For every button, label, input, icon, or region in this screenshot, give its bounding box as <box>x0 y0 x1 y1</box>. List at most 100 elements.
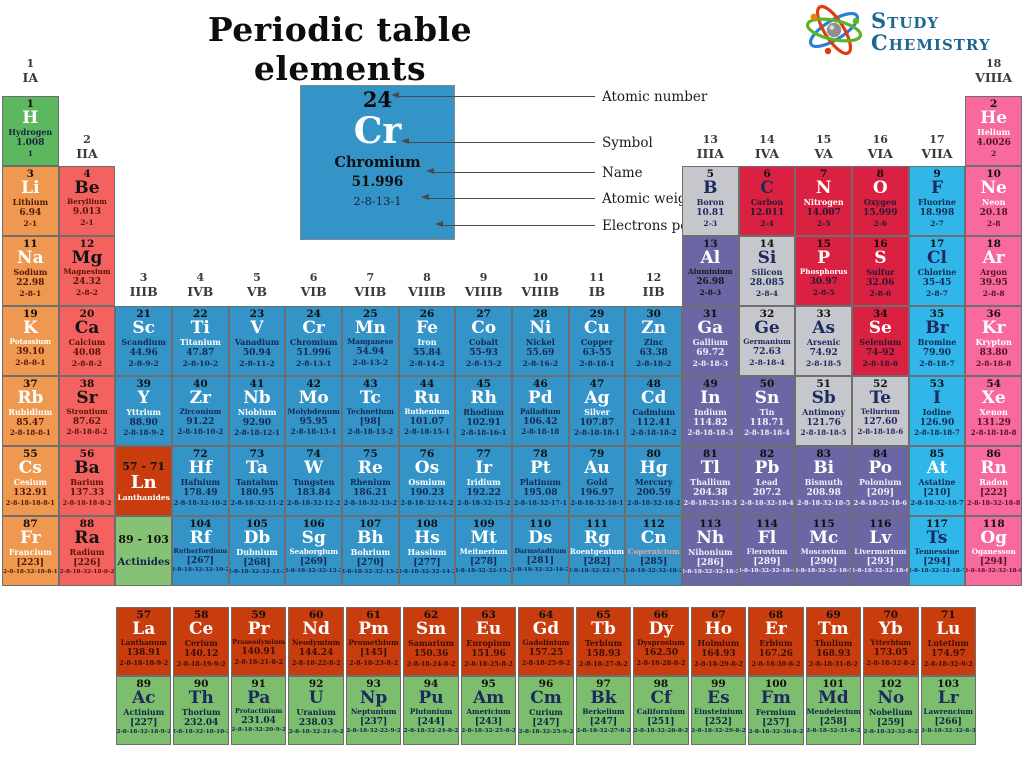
element-cell-pm: 61 Pm Promethium [145] 2-8-18-23-8-2 <box>345 607 402 676</box>
element-name: Berkelium <box>582 706 625 716</box>
element-symbol: Ts <box>926 528 948 549</box>
element-name: Copper <box>580 336 614 347</box>
atomic-number: 15 <box>816 238 831 250</box>
atomic-weight: 88.90 <box>129 417 158 428</box>
atomic-weight: 15.999 <box>863 207 898 218</box>
atomic-number: 87 <box>23 518 38 530</box>
atomic-weight: 40.08 <box>72 347 102 358</box>
element-cell-ar: 18 Ar Argon 39.95 2-8-8 <box>965 236 1022 306</box>
electron-shells: 2-8-18-10-2 <box>177 426 224 436</box>
electron-shells: 2-8-18-32-21-9-2 <box>288 728 344 735</box>
element-cell-ac: 89 Ac Actinium [227] 2-8-18-32-18-9-2 <box>116 676 172 745</box>
electron-shells: 2-8-18-32-18-10-2 <box>173 728 229 735</box>
electron-shells: 2-8-18-7 <box>919 358 955 368</box>
atomic-number: 69 <box>826 609 841 621</box>
atomic-weight: 20.18 <box>979 207 1008 218</box>
atomic-number: 9 <box>933 168 941 180</box>
element-symbol: Ac <box>131 688 156 709</box>
element-symbol: Cr <box>302 318 325 339</box>
electron-shells: 2-8-18-4 <box>749 357 785 367</box>
element-symbol: Cn <box>640 528 667 549</box>
atomic-weight: [285] <box>640 556 668 567</box>
element-symbol: In <box>700 388 721 409</box>
group-roman-numeral: VIIIB <box>464 283 503 299</box>
electron-shells: 2-8-18-18-6 <box>857 426 904 436</box>
electron-shells: 2-3 <box>703 218 718 228</box>
electron-shells: 2-8-18-32-32-18-4 <box>738 567 796 574</box>
atomic-number: 107 <box>359 518 382 530</box>
element-symbol: N <box>815 178 832 199</box>
element-name: Europium <box>466 637 511 648</box>
atomic-weight: 208.98 <box>806 487 841 498</box>
electron-shells: 2-8-18-32-27-8-2 <box>576 727 631 734</box>
element-name: Terbium <box>584 637 623 648</box>
atomic-number: 25 <box>363 308 378 320</box>
atomic-number: 50 <box>759 378 775 390</box>
element-name: Roentgenium <box>569 546 625 556</box>
electron-shells: 2-8-18-32-25-8-2 <box>461 727 516 734</box>
atomic-number: 58 <box>193 609 209 621</box>
electron-shells: 2-8-18-32-15-2 <box>457 498 511 507</box>
electron-shells: 2-8-18-23-8-2 <box>349 658 399 667</box>
atomic-weight: 195.08 <box>523 487 558 498</box>
element-symbol: Ti <box>190 318 210 339</box>
element-name: Phosphorus <box>799 266 848 276</box>
element-cell-cs: 55 Cs Cesium 132.91 2-8-18-18-8-1 <box>2 446 59 516</box>
element-cell-fl: 114 Fl Flerovium [289] 2-8-18-32-32-18-4 <box>738 516 796 586</box>
element-cell-pt: 78 Pt Platinum 195.08 2-8-18-32-17-1 <box>512 446 569 516</box>
atomic-weight: 132.91 <box>13 487 48 498</box>
atomic-weight: 186.21 <box>353 487 388 498</box>
atomic-number: 17 <box>929 238 945 250</box>
element-cell-ga: 31 Ga Gallium 69.72 2-8-18-3 <box>682 306 739 376</box>
element-name: Bromine <box>917 336 957 347</box>
electron-shells: 2-8-18-21-8-2 <box>234 657 284 666</box>
atomic-number: 73 <box>249 448 265 460</box>
element-name: Indium <box>694 406 727 417</box>
element-symbol: Cu <box>584 318 610 339</box>
atomic-weight: 158.93 <box>586 648 621 659</box>
element-symbol: Ir <box>475 458 493 479</box>
atomic-number: 54 <box>986 378 1001 390</box>
atomic-number: 33 <box>816 308 831 320</box>
element-symbol: Kr <box>981 318 1006 339</box>
atomic-weight: 47.87 <box>186 347 215 358</box>
atomic-weight: 32.06 <box>866 277 895 288</box>
atomic-number: 115 <box>812 518 835 530</box>
actinide-range: 89 - 103 <box>118 532 169 546</box>
element-name: Tin <box>759 406 775 417</box>
element-symbol: Cf <box>650 688 672 709</box>
atomic-weight: 69.72 <box>696 347 725 358</box>
element-symbol: Ca <box>74 318 100 339</box>
electron-shells: 2-8-18-18-9-2 <box>119 658 169 667</box>
element-name: Neptunium <box>350 706 397 716</box>
atomic-number: 101 <box>822 678 845 690</box>
atomic-weight: 121.76 <box>806 417 841 428</box>
legend-arrow-shells <box>435 221 595 228</box>
electron-shells: 2-8-18-16-1 <box>460 427 507 437</box>
atomic-weight: [259] <box>877 717 905 728</box>
atomic-weight: [277] <box>413 557 441 568</box>
element-symbol: B <box>703 178 718 199</box>
atomic-weight: 231.04 <box>241 715 276 726</box>
atomic-number: 49 <box>703 378 718 390</box>
element-symbol: K <box>22 318 38 339</box>
atomic-number: 85 <box>929 448 945 460</box>
group-roman-numeral: VIB <box>300 283 327 299</box>
element-symbol: Fl <box>757 528 777 549</box>
element-cell-md: 101 Md Mendelevium [258] 2-8-18-32-31-8-2 <box>805 676 862 745</box>
atomic-number: 81 <box>703 448 718 460</box>
electron-shells: 2-8-18-32-18-2 <box>627 498 681 507</box>
element-cell-ba: 56 Ba Barium 137.33 2-8-18-18-8-2 <box>58 446 116 516</box>
electron-shells: 2-8-18-24-8-2 <box>406 659 456 668</box>
element-cell-sm: 62 Sm Samarium 150.36 2-8-18-24-8-2 <box>403 607 459 676</box>
electron-shells: 2-8-8 <box>982 288 1005 298</box>
electron-shells: 2-8-18-32-18-8-1 <box>2 568 58 575</box>
element-symbol: Ni <box>529 318 552 339</box>
element-name: Flerovium <box>746 546 788 556</box>
atomic-number: 114 <box>756 518 778 530</box>
electron-shells: 2-8-18-25-8-2 <box>464 659 513 668</box>
element-cell-v: 23 V Vanadium 50.94 2-8-11-2 <box>228 306 286 376</box>
atomic-number: 43 <box>363 378 378 390</box>
element-cell-sc: 21 Sc Scandium 44.96 2-8-9-2 <box>115 306 172 376</box>
